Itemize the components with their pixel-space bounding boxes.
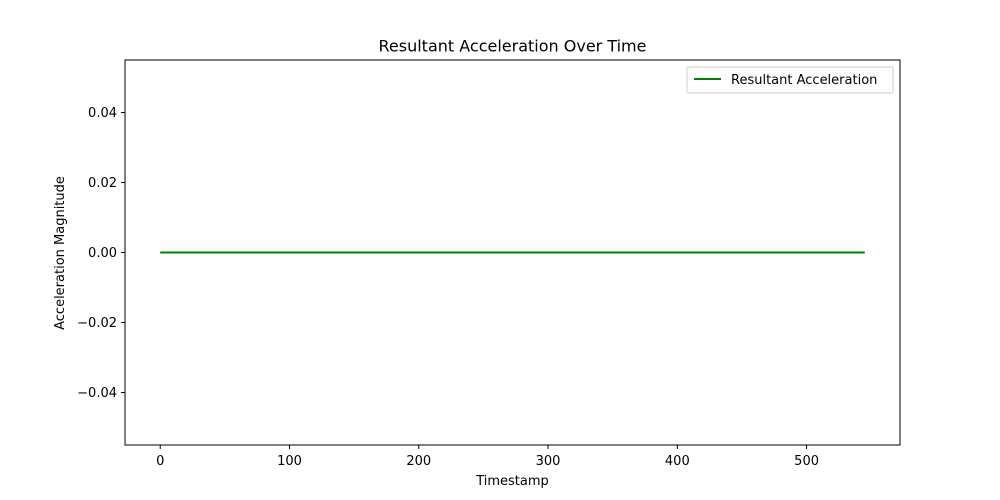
y-axis-ticks: −0.04 −0.02 0.00 0.02 0.04: [77, 106, 125, 401]
x-tick-label: 0: [156, 454, 164, 469]
y-tick-label: 0.02: [88, 176, 117, 191]
legend: Resultant Acceleration: [686, 66, 894, 94]
y-tick-label: 0.04: [88, 106, 117, 121]
x-tick-label: 500: [794, 454, 819, 469]
y-axis-label: Acceleration Magnitude: [53, 176, 68, 330]
legend-box: [686, 66, 894, 94]
plot-frame: [124, 59, 901, 446]
legend-label: Resultant Acceleration: [731, 73, 877, 88]
y-tick-label: −0.02: [77, 316, 117, 331]
x-tick-label: 300: [536, 454, 561, 469]
x-tick-label: 200: [406, 454, 431, 469]
x-axis-ticks: 0 100 200 300 400 500: [156, 445, 819, 469]
x-tick-label: 400: [665, 454, 690, 469]
x-tick-label: 100: [277, 454, 302, 469]
y-tick-label: −0.04: [77, 386, 117, 401]
chart-title: Resultant Acceleration Over Time: [379, 37, 647, 56]
x-axis-label: Timestamp: [475, 474, 549, 489]
y-tick-label: 0.00: [88, 246, 117, 261]
